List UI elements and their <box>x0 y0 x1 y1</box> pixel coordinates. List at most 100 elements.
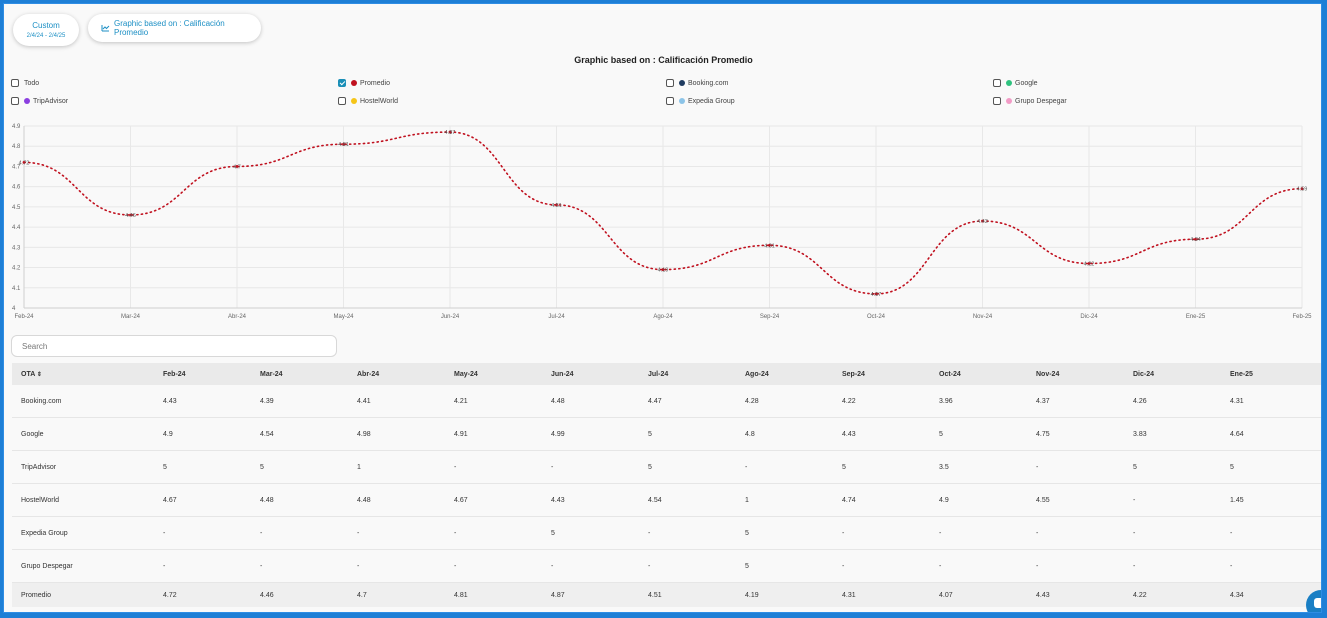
column-header-label: Nov-24 <box>1036 370 1060 378</box>
rating-cell: 4.81 <box>446 582 543 607</box>
x-tick-label: Jul-24 <box>548 314 565 320</box>
column-header-month: Jul-24 <box>640 363 737 385</box>
rating-cell: 4.91 <box>446 417 543 451</box>
column-header-label: Mar-24 <box>260 370 283 378</box>
rating-cell: 4.54 <box>252 417 349 451</box>
column-header-label: Oct-24 <box>939 370 961 378</box>
filter-checkbox[interactable] <box>666 97 674 105</box>
filter-tripadvisor[interactable]: TripAdvisor <box>11 95 68 107</box>
data-point <box>448 130 452 134</box>
rating-cell: 4.67 <box>446 483 543 517</box>
column-header-ota[interactable]: OTA ⇕ <box>12 363 155 385</box>
filter-todo[interactable]: Todo <box>11 77 39 89</box>
filter-google[interactable]: Google <box>993 77 1038 89</box>
rating-cell: - <box>640 516 737 550</box>
rating-cell: 4.64 <box>1222 417 1319 451</box>
rating-cell: 5 <box>543 516 640 550</box>
x-tick-label: Mar-24 <box>121 314 141 320</box>
rating-cell: 4.8 <box>737 417 834 451</box>
x-tick-label: Feb-25 <box>1292 314 1312 320</box>
rating-cell: 5 <box>155 450 252 484</box>
rating-cell: 4.41 <box>349 385 446 418</box>
column-header-label: Dic-24 <box>1133 370 1155 378</box>
data-label: 4.81 <box>338 142 349 148</box>
data-point <box>342 142 345 146</box>
rating-cell: 4.51 <box>640 582 737 607</box>
filter-booking-com[interactable]: Booking.com <box>666 77 728 89</box>
rating-cell: 4.75 <box>1028 417 1125 451</box>
rating-cell: 4.43 <box>834 417 931 451</box>
x-tick-label: Jun-24 <box>441 314 460 320</box>
rating-cell: 4.43 <box>1028 582 1125 607</box>
column-header-label: Ene-25 <box>1230 370 1253 378</box>
y-tick-label: 4.8 <box>12 144 21 150</box>
ota-name-cell: Booking.com <box>12 385 155 418</box>
x-tick-label: Nov-24 <box>973 314 993 320</box>
ota-name-cell: HostelWorld <box>12 483 155 517</box>
y-tick-label: 4.5 <box>12 205 21 211</box>
filter-checkbox[interactable] <box>11 79 19 87</box>
line-chart-icon <box>101 25 110 32</box>
rating-cell: - <box>834 549 931 583</box>
table-header-row: OTA ⇕ Feb-24 Mar-24 Abr-24 May-24 Jun-24 Jul-2… <box>12 363 1321 385</box>
column-header-label: Ago-24 <box>745 370 769 378</box>
rating-cell: 4.48 <box>543 385 640 418</box>
data-label: 4.51 <box>551 203 562 209</box>
rating-cell: - <box>737 450 834 484</box>
ota-name-cell: Google <box>12 417 155 451</box>
rating-cell: 4.7 <box>349 582 446 607</box>
filter-label: Promedio <box>360 79 390 87</box>
rating-cell: 4.31 <box>834 582 931 607</box>
rating-cell: 4.99 <box>543 417 640 451</box>
rating-cell: - <box>1222 516 1319 550</box>
rating-cell: 4.46 <box>252 582 349 607</box>
rating-cell: 4.47 <box>640 385 737 418</box>
rating-cell: 3.83 <box>1125 417 1222 451</box>
filter-expedia-group[interactable]: Expedia Group <box>666 95 735 107</box>
x-tick-label: Ago-24 <box>653 314 673 320</box>
filter-checkbox[interactable] <box>11 97 19 105</box>
x-tick-label: Sep-24 <box>760 314 780 320</box>
filter-label: HostelWorld <box>360 97 398 105</box>
filter-checkbox[interactable] <box>993 79 1001 87</box>
series-color-dot <box>24 98 30 104</box>
ota-name-cell: TripAdvisor <box>12 450 155 484</box>
rating-cell: 1 <box>349 450 446 484</box>
filter-checkbox[interactable] <box>666 79 674 87</box>
search-input[interactable] <box>11 335 337 357</box>
filter-hostelworld[interactable]: HostelWorld <box>338 95 398 107</box>
rating-cell: 4.5 <box>1319 385 1321 418</box>
filter-label: Google <box>1015 79 1038 87</box>
date-range-picker[interactable]: Custom 2/4/24 - 2/4/25 <box>13 14 79 46</box>
rating-cell: - <box>543 549 640 583</box>
series-color-dot <box>1006 80 1012 86</box>
graphic-metric-button[interactable]: Graphic based on : Calificación Promedio <box>88 14 261 42</box>
rating-cell: 4.39 <box>252 385 349 418</box>
filter-grupo-despegar[interactable]: Grupo Despegar <box>993 95 1067 107</box>
data-point <box>555 203 558 207</box>
filter-promedio[interactable]: Promedio <box>338 77 390 89</box>
rating-cell: 5 <box>834 450 931 484</box>
chat-button[interactable] <box>1306 590 1321 612</box>
data-label: 4.72 <box>19 160 30 166</box>
chat-bubble-icon <box>1314 598 1321 608</box>
rating-cell: - <box>834 516 931 550</box>
data-label: 4.19 <box>658 268 669 274</box>
report-panel: Custom 2/4/24 - 2/4/25 Graphic based on … <box>3 3 1322 613</box>
y-tick-label: 4.6 <box>12 185 21 191</box>
rating-cell: 5 <box>1222 450 1319 484</box>
rating-cell: 4.07 <box>931 582 1028 607</box>
data-point <box>981 219 984 223</box>
filter-label: Booking.com <box>688 79 729 87</box>
table-row: Grupo Despegar------5------ <box>12 549 1321 583</box>
column-header-label: May-24 <box>454 370 478 378</box>
sort-icon[interactable]: ⇕ <box>35 371 42 378</box>
rating-cell: - <box>1125 483 1222 517</box>
filter-checkbox[interactable] <box>338 79 346 87</box>
filter-checkbox[interactable] <box>338 97 346 105</box>
y-tick-label: 4.1 <box>12 286 21 292</box>
filter-checkbox[interactable] <box>993 97 1001 105</box>
rating-cell: 5 <box>737 516 834 550</box>
rating-cell: 4.34 <box>1222 582 1319 607</box>
rating-cell: 5 <box>1319 417 1321 451</box>
